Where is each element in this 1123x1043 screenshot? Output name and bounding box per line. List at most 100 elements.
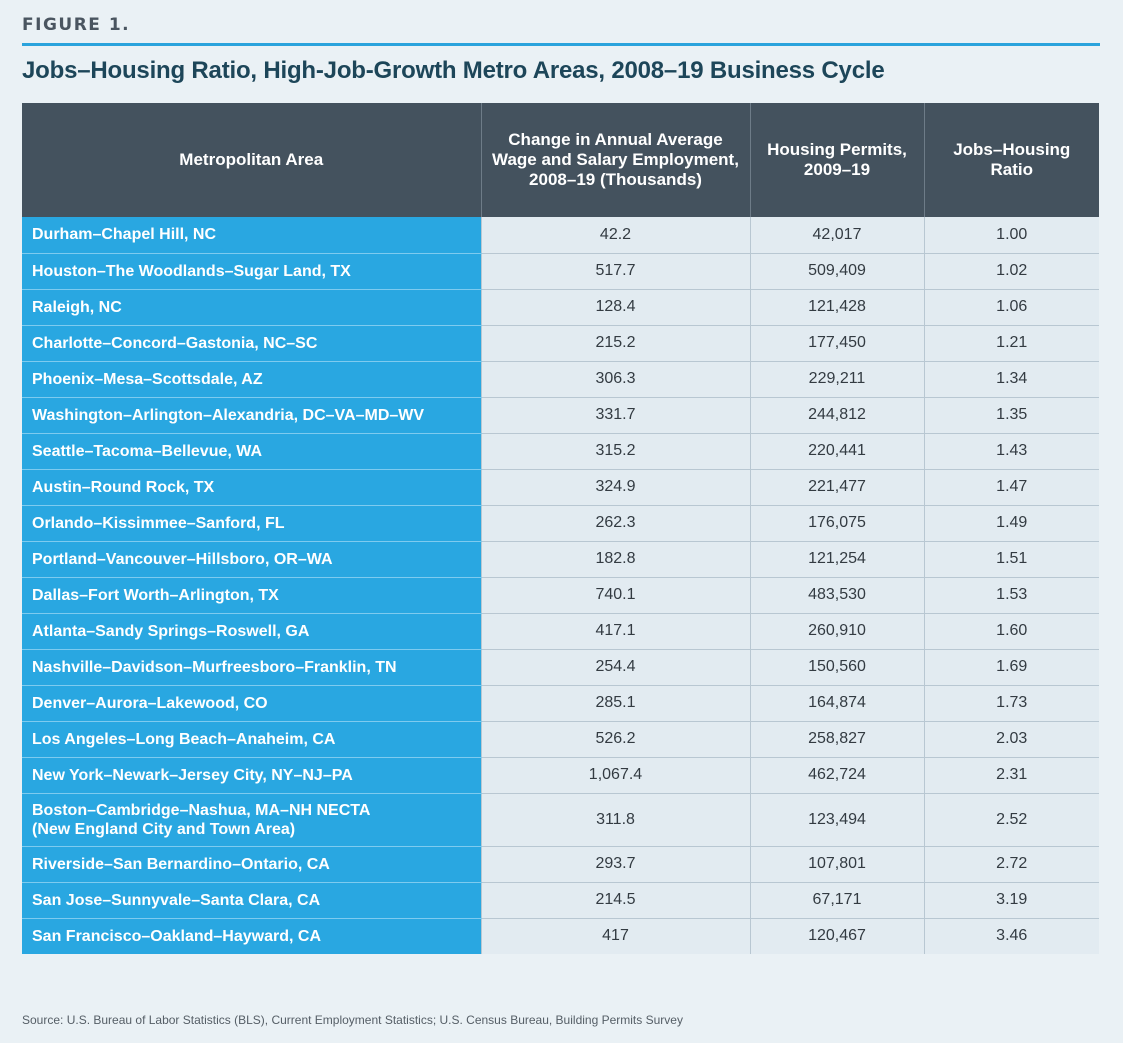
metro-area-name: Phoenix–Mesa–Scottsdale, AZ	[32, 370, 263, 388]
cell-metro-area: Denver–Aurora–Lakewood, CO	[22, 685, 481, 722]
cell-jobs-housing-ratio: 1.60	[923, 613, 1099, 650]
cell-employment-change: 417	[480, 918, 750, 954]
metro-area-name: Durham–Chapel Hill, NC	[32, 226, 217, 244]
table-row: San Jose–Sunnyvale–Santa Clara, CA 214.5 6…	[22, 882, 1099, 919]
jobs-housing-table: Metropolitan Area Change in Annual Avera…	[22, 103, 1099, 954]
cell-jobs-housing-ratio: 1.21	[923, 325, 1099, 362]
metro-area-name: Nashville–Davidson–Murfreesboro–Franklin…	[32, 658, 397, 676]
cell-housing-permits: 150,560	[749, 649, 924, 686]
cell-metro-area: Austin–Round Rock, TX	[22, 469, 481, 506]
cell-housing-permits: 176,075	[749, 505, 924, 542]
cell-housing-permits: 221,477	[749, 469, 924, 506]
cell-metro-area: Boston–Cambridge–Nashua, MA–NH NECTA (New…	[22, 793, 481, 847]
cell-employment-change: 42.2	[480, 217, 750, 254]
cell-housing-permits: 244,812	[749, 397, 924, 434]
cell-housing-permits: 177,450	[749, 325, 924, 362]
table-row: Denver–Aurora–Lakewood, CO 285.1 164,874 1.…	[22, 685, 1099, 722]
cell-employment-change: 315.2	[480, 433, 750, 470]
cell-metro-area: Riverside–San Bernardino–Ontario, CA	[22, 846, 481, 883]
cell-employment-change: 214.5	[480, 882, 750, 919]
source-note: Source: U.S. Bureau of Labor Statistics …	[22, 1013, 683, 1027]
metro-area-name: Riverside–San Bernardino–Ontario, CA	[32, 855, 330, 873]
cell-jobs-housing-ratio: 1.47	[923, 469, 1099, 506]
cell-metro-area: Phoenix–Mesa–Scottsdale, AZ	[22, 361, 481, 398]
metro-area-name: Portland–Vancouver–Hillsboro, OR–WA	[32, 550, 333, 568]
table-row: Nashville–Davidson–Murfreesboro–Franklin…	[22, 649, 1099, 686]
metro-area-name: Seattle–Tacoma–Bellevue, WA	[32, 442, 263, 460]
cell-employment-change: 128.4	[480, 289, 750, 326]
cell-jobs-housing-ratio: 1.69	[923, 649, 1099, 686]
table-row: Riverside–San Bernardino–Ontario, CA 293.…	[22, 846, 1099, 883]
cell-housing-permits: 258,827	[749, 721, 924, 758]
cell-metro-area: New York–Newark–Jersey City, NY–NJ–PA	[22, 757, 481, 794]
cell-metro-area: Dallas–Fort Worth–Arlington, TX	[22, 577, 481, 614]
cell-housing-permits: 123,494	[749, 793, 924, 847]
table-body: Durham–Chapel Hill, NC 42.2 42,017 1.00 Hous…	[22, 217, 1099, 954]
cell-employment-change: 1,067.4	[480, 757, 750, 794]
cell-jobs-housing-ratio: 1.43	[923, 433, 1099, 470]
cell-metro-area: Nashville–Davidson–Murfreesboro–Franklin…	[22, 649, 481, 686]
cell-metro-area: San Jose–Sunnyvale–Santa Clara, CA	[22, 882, 481, 919]
cell-housing-permits: 220,441	[749, 433, 924, 470]
title-divider	[22, 43, 1100, 46]
cell-jobs-housing-ratio: 1.02	[923, 253, 1099, 290]
table-header-row: Metropolitan Area Change in Annual Avera…	[22, 103, 1099, 217]
cell-jobs-housing-ratio: 2.52	[923, 793, 1099, 847]
table-row: San Francisco–Oakland–Hayward, CA 417 120,…	[22, 918, 1099, 954]
table-row: Charlotte–Concord–Gastonia, NC–SC 215.2 17…	[22, 325, 1099, 362]
metro-area-name: Charlotte–Concord–Gastonia, NC–SC	[32, 334, 318, 352]
metro-area-name: Orlando–Kissimmee–Sanford, FL	[32, 514, 285, 532]
table-row: Raleigh, NC 128.4 121,428 1.06	[22, 289, 1099, 326]
cell-jobs-housing-ratio: 2.03	[923, 721, 1099, 758]
cell-jobs-housing-ratio: 2.31	[923, 757, 1099, 794]
cell-metro-area: Durham–Chapel Hill, NC	[22, 217, 481, 254]
cell-employment-change: 311.8	[480, 793, 750, 847]
header-metro-area: Metropolitan Area	[22, 103, 481, 217]
metro-area-name: San Francisco–Oakland–Hayward, CA	[32, 927, 321, 945]
metro-area-name: New York–Newark–Jersey City, NY–NJ–PA	[32, 766, 353, 784]
metro-area-name: Raleigh, NC	[32, 298, 122, 316]
cell-jobs-housing-ratio: 1.00	[923, 217, 1099, 254]
cell-housing-permits: 42,017	[749, 217, 924, 254]
cell-jobs-housing-ratio: 3.19	[923, 882, 1099, 919]
cell-housing-permits: 67,171	[749, 882, 924, 919]
cell-housing-permits: 509,409	[749, 253, 924, 290]
metro-area-name: Los Angeles–Long Beach–Anaheim, CA	[32, 730, 336, 748]
cell-housing-permits: 121,428	[749, 289, 924, 326]
cell-jobs-housing-ratio: 1.53	[923, 577, 1099, 614]
metro-area-name: Dallas–Fort Worth–Arlington, TX	[32, 586, 279, 604]
cell-jobs-housing-ratio: 1.06	[923, 289, 1099, 326]
cell-employment-change: 324.9	[480, 469, 750, 506]
cell-jobs-housing-ratio: 1.49	[923, 505, 1099, 542]
cell-jobs-housing-ratio: 1.35	[923, 397, 1099, 434]
cell-employment-change: 254.4	[480, 649, 750, 686]
cell-jobs-housing-ratio: 1.73	[923, 685, 1099, 722]
metro-area-name: Atlanta–Sandy Springs–Roswell, GA	[32, 622, 310, 640]
cell-employment-change: 285.1	[480, 685, 750, 722]
metro-area-name: Denver–Aurora–Lakewood, CO	[32, 694, 268, 712]
cell-employment-change: 526.2	[480, 721, 750, 758]
table-row: Atlanta–Sandy Springs–Roswell, GA 417.1 26…	[22, 613, 1099, 650]
table-row: Boston–Cambridge–Nashua, MA–NH NECTA (New…	[22, 793, 1099, 847]
cell-metro-area: Houston–The Woodlands–Sugar Land, TX	[22, 253, 481, 290]
table-row: Austin–Round Rock, TX 324.9 221,477 1.47	[22, 469, 1099, 506]
table-row: Washington–Arlington–Alexandria, DC–VA–M…	[22, 397, 1099, 434]
header-jobs-housing-ratio: Jobs–Housing Ratio	[923, 103, 1099, 217]
figure-title: Jobs–Housing Ratio, High-Job-Growth Metr…	[22, 57, 885, 84]
metro-area-name: San Jose–Sunnyvale–Santa Clara, CA	[32, 891, 321, 909]
table-row: Seattle–Tacoma–Bellevue, WA 315.2 220,441 1…	[22, 433, 1099, 470]
cell-housing-permits: 121,254	[749, 541, 924, 578]
cell-metro-area: Raleigh, NC	[22, 289, 481, 326]
cell-metro-area: Los Angeles–Long Beach–Anaheim, CA	[22, 721, 481, 758]
table-row: Durham–Chapel Hill, NC 42.2 42,017 1.00	[22, 217, 1099, 254]
table-row: Portland–Vancouver–Hillsboro, OR–WA 182.8…	[22, 541, 1099, 578]
cell-housing-permits: 462,724	[749, 757, 924, 794]
cell-housing-permits: 260,910	[749, 613, 924, 650]
cell-employment-change: 417.1	[480, 613, 750, 650]
table-row: Houston–The Woodlands–Sugar Land, TX 517.…	[22, 253, 1099, 290]
cell-jobs-housing-ratio: 1.51	[923, 541, 1099, 578]
metro-area-name: Washington–Arlington–Alexandria, DC–VA–M…	[32, 406, 425, 424]
cell-housing-permits: 107,801	[749, 846, 924, 883]
cell-metro-area: Charlotte–Concord–Gastonia, NC–SC	[22, 325, 481, 362]
header-employment-change: Change in Annual Average Wage and Salary…	[480, 103, 750, 217]
